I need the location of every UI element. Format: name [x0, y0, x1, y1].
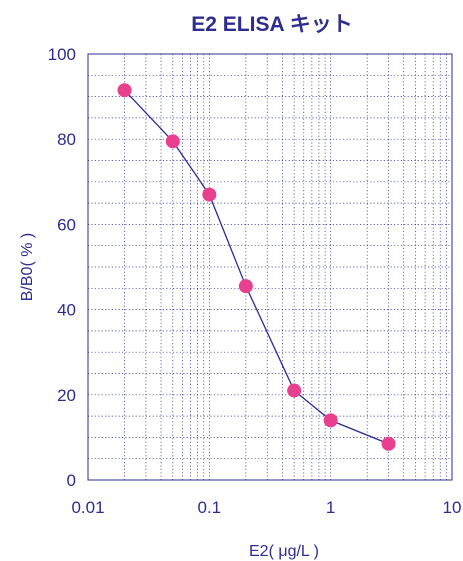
- y-tick-label: 20: [57, 386, 76, 405]
- y-axis-title: B/B0( % ): [19, 233, 36, 301]
- data-point: [165, 134, 180, 149]
- chart-title: E2 ELISA キット: [191, 13, 352, 36]
- series-line: [124, 89, 389, 445]
- data-point: [117, 83, 132, 98]
- y-tick-label: 60: [57, 215, 76, 234]
- data-point: [238, 279, 253, 294]
- data-point: [323, 413, 338, 428]
- data-point: [381, 436, 396, 451]
- plot-frame: [87, 53, 453, 481]
- x-tick-labels: 0.01 0.1 1 10: [71, 498, 461, 517]
- y-tick-label: 0: [67, 471, 76, 490]
- y-tick-labels: 0 20 40 60 80 100: [48, 45, 76, 490]
- data-point: [202, 187, 217, 202]
- x-tick-label: 0.01: [71, 498, 104, 517]
- x-tick-label: 1: [326, 498, 335, 517]
- grid-layer: [88, 54, 452, 480]
- y-tick-label: 100: [48, 45, 76, 64]
- data-point: [287, 383, 302, 398]
- x-tick-label: 0.1: [198, 498, 222, 517]
- y-tick-label: 40: [57, 301, 76, 320]
- x-axis-title: E2( μg/L ): [249, 543, 319, 560]
- y-tick-label: 80: [57, 130, 76, 149]
- series-layer: [117, 83, 396, 451]
- x-tick-label: 10: [443, 498, 462, 517]
